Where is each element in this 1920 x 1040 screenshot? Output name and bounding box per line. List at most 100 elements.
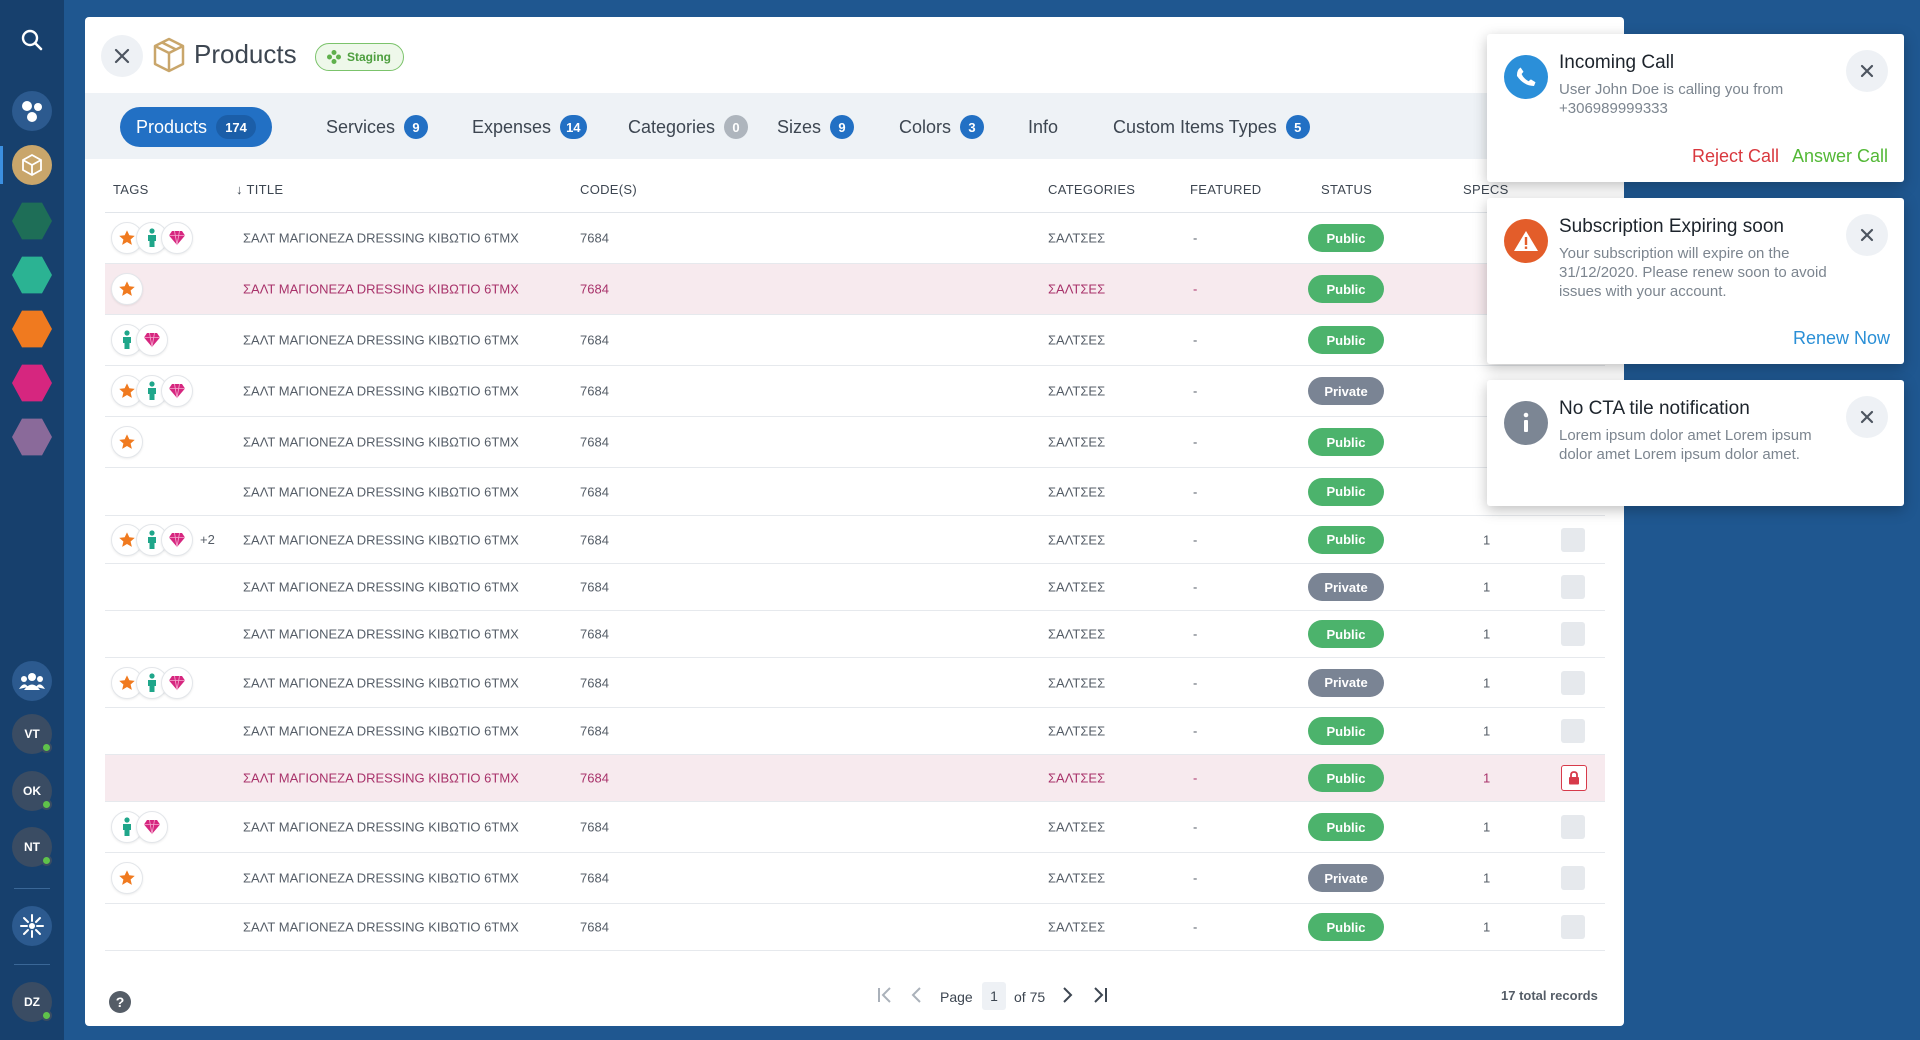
row-title[interactable]: ΣΑΛΤ ΜΑΓΙΟΝΕΖΑ DRESSING ΚΙΒΩΤΙΟ 6ΤΜΧ <box>243 281 519 297</box>
column-header-codes[interactable]: CODE(S) <box>580 182 637 197</box>
table-row[interactable]: ΣΑΛΤ ΜΑΓΙΟΝΕΖΑ DRESSING ΚΙΒΩΤΙΟ 6ΤΜΧ 7684… <box>105 366 1605 417</box>
module-purple-icon[interactable] <box>12 418 52 456</box>
table-row[interactable]: ΣΑΛΤ ΜΑΓΙΟΝΕΖΑ DRESSING ΚΙΒΩΤΙΟ 6ΤΜΧ 7684… <box>105 315 1605 366</box>
module-orange-icon[interactable] <box>12 310 52 348</box>
column-header-status[interactable]: STATUS <box>1321 182 1373 197</box>
module-teal-icon[interactable] <box>12 256 52 294</box>
row-featured: - <box>1193 870 1198 886</box>
next-page-icon[interactable] <box>1061 985 1075 1011</box>
table-row[interactable]: ΣΑΛΤ ΜΑΓΙΟΝΕΖΑ DRESSING ΚΙΒΩΤΙΟ 6ΤΜΧ 7684… <box>105 611 1605 658</box>
module-pink-icon[interactable] <box>12 364 52 402</box>
environment-label: Staging <box>347 50 391 64</box>
row-checkbox[interactable] <box>1561 670 1585 695</box>
star-tag-icon <box>111 862 143 894</box>
tab-products[interactable]: Products 174 <box>120 107 273 147</box>
row-title[interactable]: ΣΑΛΤ ΜΑΓΙΟΝΕΖΑ DRESSING ΚΙΒΩΤΙΟ 6ΤΜΧ <box>243 230 519 246</box>
row-checkbox[interactable] <box>1561 915 1585 939</box>
tab-count-badge: 3 <box>960 115 985 139</box>
row-title[interactable]: ΣΑΛΤ ΜΑΓΙΟΝΕΖΑ DRESSING ΚΙΒΩΤΙΟ 6ΤΜΧ <box>243 675 519 690</box>
column-header-categories[interactable]: CATEGORIES <box>1048 182 1136 197</box>
last-page-icon[interactable] <box>1091 985 1109 1011</box>
row-checkbox[interactable] <box>1561 527 1585 552</box>
status-badge: Private <box>1308 573 1384 601</box>
answer-call-button[interactable]: Answer Call <box>1792 146 1889 166</box>
column-header-featured[interactable]: FEATURED <box>1190 182 1262 197</box>
page-number-input[interactable]: 1 <box>982 982 1006 1010</box>
first-page-icon[interactable] <box>876 985 894 1011</box>
row-checkbox[interactable] <box>1561 815 1585 839</box>
close-panel-button[interactable] <box>101 35 143 77</box>
avatar[interactable]: NT <box>12 827 52 867</box>
tab-sizes[interactable]: Sizes 9 <box>777 107 855 147</box>
row-title[interactable]: ΣΑΛΤ ΜΑΓΙΟΝΕΖΑ DRESSING ΚΙΒΩΤΙΟ 6ΤΜΧ <box>243 819 519 835</box>
column-header-tags[interactable]: TAGS <box>113 182 149 197</box>
row-title[interactable]: ΣΑΛΤ ΜΑΓΙΟΝΕΖΑ DRESSING ΚΙΒΩΤΙΟ 6ΤΜΧ <box>243 383 519 399</box>
row-checkbox[interactable] <box>1561 622 1585 646</box>
avatar[interactable]: OK <box>12 771 52 811</box>
tab-categories[interactable]: Categories 0 <box>628 107 749 147</box>
row-specs: 1 <box>1483 819 1491 835</box>
current-user-avatar[interactable]: DZ <box>12 982 52 1022</box>
table-row[interactable]: ΣΑΛΤ ΜΑΓΙΟΝΕΖΑ DRESSING ΚΙΒΩΤΙΟ 6ΤΜΧ 7684… <box>105 468 1605 516</box>
row-featured: - <box>1193 281 1198 297</box>
search-icon[interactable] <box>12 20 52 60</box>
lock-icon[interactable] <box>1561 765 1587 791</box>
table-row[interactable]: +2 ΣΑΛΤ ΜΑΓΙΟΝΕΖΑ DRESSING ΚΙΒΩΤΙΟ 6ΤΜΧ 76… <box>105 516 1605 564</box>
table-row[interactable]: ΣΑΛΤ ΜΑΓΙΟΝΕΖΑ DRESSING ΚΙΒΩΤΙΟ 6ΤΜΧ 7684… <box>105 708 1605 755</box>
row-title[interactable]: ΣΑΛΤ ΜΑΓΙΟΝΕΖΑ DRESSING ΚΙΒΩΤΙΟ 6ΤΜΧ <box>243 532 519 547</box>
close-notification-button[interactable] <box>1846 50 1888 92</box>
table-row[interactable]: ΣΑΛΤ ΜΑΓΙΟΝΕΖΑ DRESSING ΚΙΒΩΤΙΟ 6ΤΜΧ 7684… <box>105 564 1605 611</box>
table-row[interactable]: ΣΑΛΤ ΜΑΓΙΟΝΕΖΑ DRESSING ΚΙΒΩΤΙΟ 6ΤΜΧ 7684… <box>105 802 1605 853</box>
row-code: 7684 <box>580 770 609 786</box>
row-checkbox[interactable] <box>1561 575 1585 599</box>
table-row[interactable]: ΣΑΛΤ ΜΑΓΙΟΝΕΖΑ DRESSING ΚΙΒΩΤΙΟ 6ΤΜΧ 7684… <box>105 213 1605 264</box>
row-title[interactable]: ΣΑΛΤ ΜΑΓΙΟΝΕΖΑ DRESSING ΚΙΒΩΤΙΟ 6ΤΜΧ <box>243 770 519 786</box>
column-header-specs[interactable]: SPECS <box>1463 182 1509 197</box>
tab-label: Sizes <box>777 116 822 137</box>
row-category: ΣΑΛΤΣΕΣ <box>1048 281 1106 297</box>
close-notification-button[interactable] <box>1846 396 1888 438</box>
row-checkbox[interactable] <box>1561 866 1585 890</box>
row-featured: - <box>1193 532 1198 547</box>
renew-now-button[interactable]: Renew Now <box>1793 328 1891 348</box>
row-category: ΣΑΛΤΣΕΣ <box>1048 819 1106 835</box>
row-title[interactable]: ΣΑΛΤ ΜΑΓΙΟΝΕΖΑ DRESSING ΚΙΒΩΤΙΟ 6ΤΜΧ <box>243 484 519 499</box>
table-row[interactable]: ΣΑΛΤ ΜΑΓΙΟΝΕΖΑ DRESSING ΚΙΒΩΤΙΟ 6ΤΜΧ 7684… <box>105 853 1605 904</box>
avatar[interactable]: VT <box>12 714 52 754</box>
row-tags <box>111 862 143 894</box>
table-row[interactable]: ΣΑΛΤ ΜΑΓΙΟΝΕΖΑ DRESSING ΚΙΒΩΤΙΟ 6ΤΜΧ 7684… <box>105 904 1605 951</box>
reject-call-button[interactable]: Reject Call <box>1692 146 1780 166</box>
row-specs: 1 <box>1483 770 1491 786</box>
tab-custom-items-types[interactable]: Custom Items Types 5 <box>1113 107 1310 147</box>
apps-icon[interactable] <box>12 91 52 131</box>
help-button[interactable]: ? <box>109 991 131 1013</box>
diamond-tag-icon <box>161 523 193 556</box>
module-green-icon[interactable] <box>12 202 52 240</box>
table-row[interactable]: ΣΑΛΤ ΜΑΓΙΟΝΕΖΑ DRESSING ΚΙΒΩΤΙΟ 6ΤΜΧ 7684… <box>105 658 1605 708</box>
row-category: ΣΑΛΤΣΕΣ <box>1048 579 1106 595</box>
settings-network-icon[interactable] <box>12 906 52 946</box>
tab-expenses[interactable]: Expenses 14 <box>472 107 587 147</box>
table-row[interactable]: ΣΑΛΤ ΜΑΓΙΟΝΕΖΑ DRESSING ΚΙΒΩΤΙΟ 6ΤΜΧ 7684… <box>105 417 1605 468</box>
table-row[interactable]: ΣΑΛΤ ΜΑΓΙΟΝΕΖΑ DRESSING ΚΙΒΩΤΙΟ 6ΤΜΧ 7684… <box>105 264 1605 315</box>
row-title[interactable]: ΣΑΛΤ ΜΑΓΙΟΝΕΖΑ DRESSING ΚΙΒΩΤΙΟ 6ΤΜΧ <box>243 626 519 642</box>
row-title[interactable]: ΣΑΛΤ ΜΑΓΙΟΝΕΖΑ DRESSING ΚΙΒΩΤΙΟ 6ΤΜΧ <box>243 919 519 935</box>
row-title[interactable]: ΣΑΛΤ ΜΑΓΙΟΝΕΖΑ DRESSING ΚΙΒΩΤΙΟ 6ΤΜΧ <box>243 870 519 886</box>
table-row[interactable]: ΣΑΛΤ ΜΑΓΙΟΝΕΖΑ DRESSING ΚΙΒΩΤΙΟ 6ΤΜΧ 7684… <box>105 755 1605 802</box>
tab-services[interactable]: Services 9 <box>326 107 429 147</box>
row-tags: +2 <box>111 523 215 556</box>
notification-no-cta: No CTA tile notification Lorem ipsum dol… <box>1487 380 1904 506</box>
users-icon[interactable] <box>12 661 52 701</box>
row-title[interactable]: ΣΑΛΤ ΜΑΓΙΟΝΕΖΑ DRESSING ΚΙΒΩΤΙΟ 6ΤΜΧ <box>243 579 519 595</box>
previous-page-icon[interactable] <box>909 985 923 1011</box>
column-header-label: TITLE <box>246 182 284 197</box>
row-title[interactable]: ΣΑΛΤ ΜΑΓΙΟΝΕΖΑ DRESSING ΚΙΒΩΤΙΟ 6ΤΜΧ <box>243 723 519 739</box>
row-title[interactable]: ΣΑΛΤ ΜΑΓΙΟΝΕΖΑ DRESSING ΚΙΒΩΤΙΟ 6ΤΜΧ <box>243 434 519 450</box>
column-header-title[interactable]: ↓ TITLE <box>236 182 283 197</box>
tab-info[interactable]: Info <box>1028 107 1058 147</box>
close-notification-button[interactable] <box>1846 214 1888 256</box>
tab-colors[interactable]: Colors 3 <box>899 107 985 147</box>
products-box-icon[interactable] <box>12 145 52 185</box>
row-checkbox[interactable] <box>1561 719 1585 743</box>
row-title[interactable]: ΣΑΛΤ ΜΑΓΙΟΝΕΖΑ DRESSING ΚΙΒΩΤΙΟ 6ΤΜΧ <box>243 332 519 348</box>
